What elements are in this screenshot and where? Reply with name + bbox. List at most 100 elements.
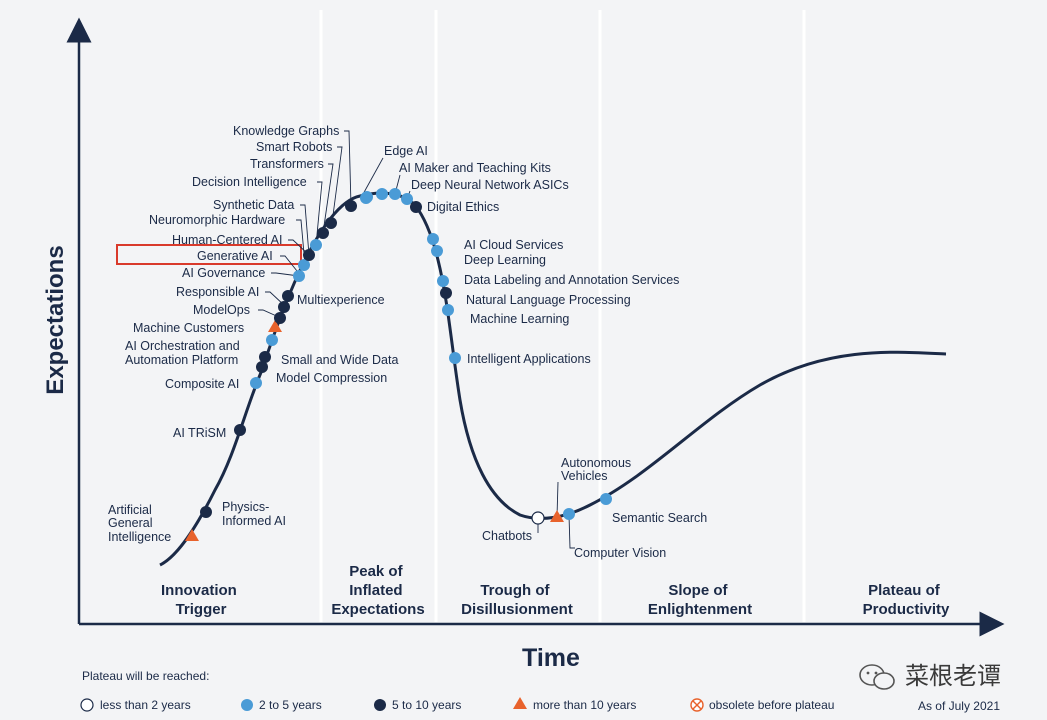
marker-light-circle-icon bbox=[250, 377, 262, 389]
marker-dark-circle-icon bbox=[282, 290, 294, 302]
phase-label: Peak of Inflated Expectations bbox=[331, 563, 424, 618]
watermark: 菜根老谭 bbox=[859, 663, 1001, 690]
phase-labels: Innovation Trigger Peak of Inflated Expe… bbox=[161, 563, 950, 618]
marker-dark-circle-icon bbox=[234, 424, 246, 436]
leader-lines bbox=[258, 130, 575, 549]
phase-label: Plateau of Productivity bbox=[863, 582, 950, 618]
marker-dark-circle-icon bbox=[256, 361, 268, 373]
technology-label: AI Cloud Services bbox=[464, 238, 563, 252]
technology-label: Autonomous bbox=[561, 456, 631, 470]
y-axis-title: Expectations bbox=[42, 245, 69, 394]
as-of-date: As of July 2021 bbox=[918, 699, 1000, 713]
legend-label: less than 2 years bbox=[100, 698, 191, 712]
technology-label: Edge AI bbox=[384, 144, 428, 158]
technology-label: Generative AI bbox=[197, 249, 273, 263]
marker-light-circle-icon bbox=[437, 275, 449, 287]
marker-dark-circle-icon bbox=[410, 201, 422, 213]
technology-label: Machine Customers bbox=[133, 321, 244, 335]
marker-dark-circle-icon bbox=[345, 200, 357, 212]
technology-label: Smart Robots bbox=[256, 140, 332, 154]
technology-label: AI TRiSM bbox=[173, 426, 226, 440]
technology-label: Decision Intelligence bbox=[192, 175, 307, 189]
marker-open-circle-icon bbox=[531, 511, 545, 525]
marker-dark-circle-icon bbox=[259, 351, 271, 363]
legend-label: more than 10 years bbox=[533, 698, 636, 712]
technology-label: General bbox=[108, 516, 152, 530]
marker-light-circle-icon bbox=[376, 188, 388, 200]
x-axis-title: Time bbox=[522, 644, 580, 672]
legend: Plateau will be reached: less than 2 yea… bbox=[80, 669, 1000, 713]
marker-dark-circle-icon bbox=[274, 312, 286, 324]
technology-label: Physics- bbox=[222, 500, 269, 514]
marker-light-circle-icon bbox=[298, 259, 310, 271]
legend-light-circle-icon bbox=[241, 699, 253, 711]
legend-title: Plateau will be reached: bbox=[82, 669, 209, 683]
marker-light-circle-icon bbox=[401, 193, 413, 205]
highlight-box bbox=[116, 244, 302, 265]
marker-light-circle-icon bbox=[361, 191, 373, 203]
technology-label: Synthetic Data bbox=[213, 198, 294, 212]
marker-dark-circle-icon bbox=[200, 506, 212, 518]
marker-light-circle-icon bbox=[310, 239, 322, 251]
marker-light-circle-icon bbox=[431, 245, 443, 257]
technology-label: Vehicles bbox=[561, 469, 608, 483]
marker-light-circle-icon bbox=[427, 233, 439, 245]
legend-label: 5 to 10 years bbox=[392, 698, 461, 712]
technology-label: Chatbots bbox=[482, 529, 532, 543]
marker-dark-circle-icon bbox=[325, 217, 337, 229]
phase-separators bbox=[319, 10, 806, 622]
technology-label: Deep Learning bbox=[464, 253, 546, 267]
technology-label: Model Compression bbox=[276, 371, 387, 385]
legend-label: obsolete before plateau bbox=[709, 698, 834, 712]
marker-light-circle-icon bbox=[293, 270, 305, 282]
technology-label: Data Labeling and Annotation Services bbox=[464, 273, 679, 287]
marker-dark-circle-icon bbox=[278, 301, 290, 313]
marker-light-circle-icon bbox=[389, 188, 401, 200]
marker-dark-circle-icon bbox=[440, 287, 452, 299]
marker-triangle-icon bbox=[268, 320, 282, 332]
marker-triangle-icon bbox=[185, 529, 199, 541]
technology-label: Deep Neural Network ASICs bbox=[411, 178, 569, 192]
technology-label: ModelOps bbox=[193, 303, 250, 317]
technology-label: AI Governance bbox=[182, 266, 265, 280]
wechat-icon bbox=[859, 664, 895, 690]
marker-light-circle-icon bbox=[563, 508, 575, 520]
phase-label: Trough of Disillusionment bbox=[461, 582, 573, 618]
technology-label: Neuromorphic Hardware bbox=[149, 213, 285, 227]
technology-label: Multiexperience bbox=[297, 293, 385, 307]
technology-label: AI Orchestration and bbox=[125, 339, 240, 353]
watermark-text: 菜根老谭 bbox=[905, 663, 1001, 690]
technology-label: Informed AI bbox=[222, 514, 286, 528]
legend-dark-circle-icon bbox=[374, 699, 386, 711]
phase-label: Innovation Trigger bbox=[161, 582, 241, 618]
technology-label: Small and Wide Data bbox=[281, 353, 398, 367]
marker-triangle-icon bbox=[550, 510, 564, 522]
technology-label: Automation Platform bbox=[125, 353, 238, 367]
marker-light-circle-icon bbox=[266, 334, 278, 346]
legend-crossed-circle-icon bbox=[690, 698, 704, 712]
technology-label: Responsible AI bbox=[176, 285, 259, 299]
marker-light-circle-icon bbox=[600, 493, 612, 505]
marker-light-circle-icon bbox=[442, 304, 454, 316]
technology-label: Intelligence bbox=[108, 530, 171, 544]
technology-label: Machine Learning bbox=[470, 312, 569, 326]
marker-dark-circle-icon bbox=[317, 227, 329, 239]
technology-label: Transformers bbox=[250, 157, 324, 171]
axes: Expectations Time bbox=[42, 17, 1005, 672]
technology-label: Human-Centered AI bbox=[172, 233, 282, 247]
technology-label: Semantic Search bbox=[612, 511, 707, 525]
marker-light-circle-icon bbox=[449, 352, 461, 364]
legend-open-circle-icon bbox=[80, 698, 94, 712]
technology-markers bbox=[185, 188, 612, 541]
technology-label: Composite AI bbox=[165, 377, 239, 391]
technology-label: Digital Ethics bbox=[427, 200, 499, 214]
technology-label: Computer Vision bbox=[574, 546, 666, 560]
technology-label: Artificial bbox=[108, 503, 152, 517]
technology-label: Intelligent Applications bbox=[467, 352, 591, 366]
legend-label: 2 to 5 years bbox=[259, 698, 322, 712]
phase-label: Slope of Enlightenment bbox=[648, 582, 752, 618]
technology-label: Natural Language Processing bbox=[466, 293, 631, 307]
marker-dark-circle-icon bbox=[303, 249, 315, 261]
